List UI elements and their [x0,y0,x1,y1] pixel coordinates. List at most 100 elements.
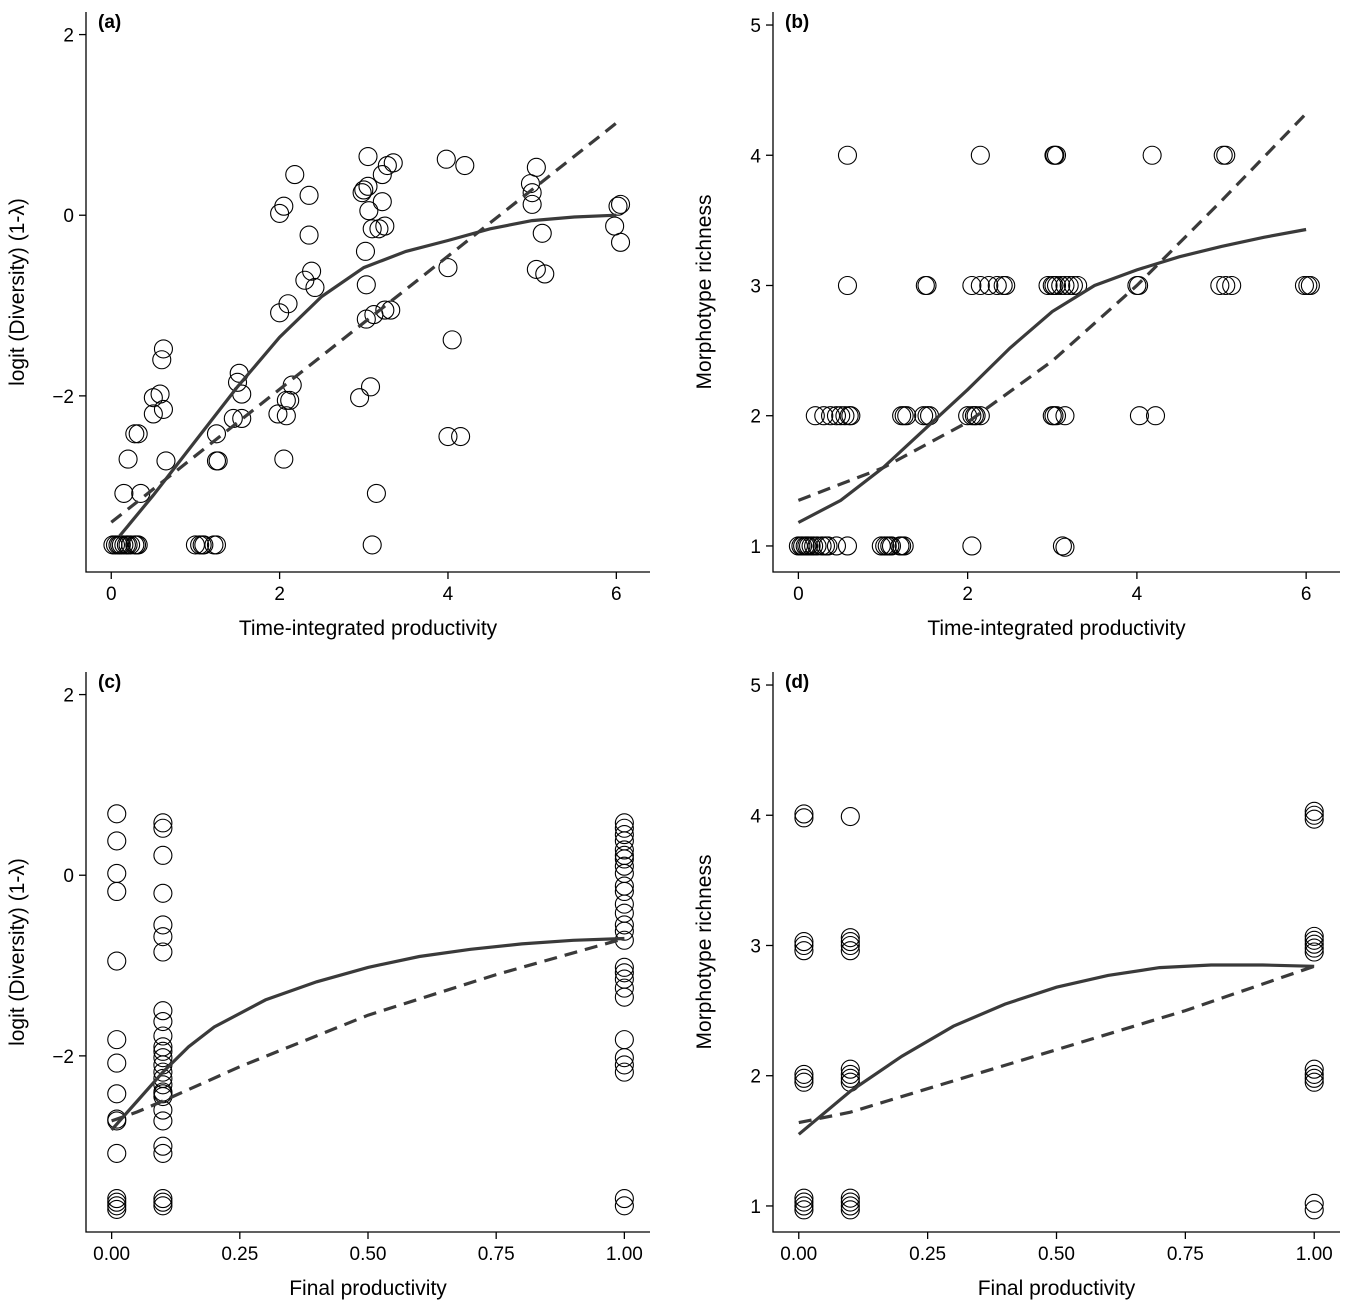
y-tick-label: 0 [63,866,74,887]
data-point [614,1030,634,1050]
data-point [794,1192,814,1212]
data-point [383,153,403,173]
data-point [614,957,634,977]
x-tick-label: 1.00 [606,1244,643,1265]
data-point [1051,275,1071,296]
data-point [818,536,838,556]
data-point [1052,536,1072,556]
data-point [614,849,634,869]
data-point [1304,926,1324,946]
data-point [362,219,382,239]
data-point [614,813,634,833]
x-axis-title: Final productivity [289,1277,447,1300]
data-point [1045,145,1065,165]
x-tick-label: 0.50 [350,1244,387,1265]
data-point [270,203,290,223]
data-point [614,825,634,845]
data-point [532,223,552,243]
data-point [153,915,173,935]
x-tick-label: 0.75 [1167,1244,1204,1265]
data-point [302,261,322,281]
data-point [153,883,173,903]
data-point [1222,275,1242,296]
data-point [274,449,294,469]
data-point [1304,1068,1324,1088]
panel-label: (a) [98,12,121,33]
data-point [1304,942,1324,962]
data-point [814,406,834,426]
x-axis-title: Time-integrated productivity [239,617,498,640]
solid-fit-line [118,213,617,537]
solid-fit-line [797,227,1307,524]
data-point [208,451,228,471]
data-point [299,225,319,245]
data-point [1304,801,1324,821]
solid-fit-line [110,936,625,1131]
data-point [1304,1193,1324,1213]
axis-lines [772,12,1340,573]
data-point [1210,275,1230,296]
y-tick-label: 2 [63,26,74,47]
data-point [107,1199,127,1219]
data-point [840,1196,860,1216]
data-point [837,536,858,556]
data-point [794,1196,814,1216]
data-point [362,535,382,555]
data-point [1046,406,1067,426]
data-point [360,377,381,397]
data-point [107,1111,127,1131]
axis-lines [85,672,650,1233]
data-point [917,275,937,296]
data-point [153,1196,173,1216]
data-point [121,535,141,555]
data-point [1046,275,1067,296]
data-point [614,818,634,838]
dashed-fit-line [798,964,1315,1125]
data-point [438,258,458,278]
panel-label: (c) [98,672,121,693]
data-point [962,536,982,556]
axis-lines [772,672,1340,1233]
data-point [1216,275,1236,296]
data-point [372,165,392,185]
y-tick-label: 1 [750,1197,761,1218]
data-point [1129,275,1149,296]
x-tick-label: 0.00 [93,1244,130,1265]
data-point [1304,934,1324,954]
data-point [358,176,378,196]
data-point [1304,1200,1324,1220]
data-point [1300,275,1320,296]
data-point [807,536,827,556]
data-point [522,183,542,203]
data-point [153,927,173,947]
y-tick-label: 1 [750,537,761,558]
data-point [268,404,288,424]
x-tick-label: 0.25 [909,1244,946,1265]
x-axis-title: Time-integrated productivity [927,617,1186,640]
data-point [285,165,305,185]
y-axis-title: Morphotype richness [693,855,716,1050]
data-point [1129,406,1149,426]
data-point [840,1068,860,1088]
data-point [107,881,127,902]
data-point [1055,406,1075,426]
data-point [970,145,990,165]
data-point [1063,275,1083,296]
data-point [153,339,173,359]
data-point [812,536,832,556]
data-point [118,449,138,469]
data-point [871,536,891,556]
data-point [614,881,634,902]
data-point [436,149,456,169]
data-point [1304,1072,1324,1092]
data-point [358,146,378,167]
data-point [805,406,825,426]
data-point [614,1055,634,1075]
data-point [894,536,914,556]
data-point [356,275,376,295]
y-tick-label: 5 [750,676,761,697]
data-point [153,1011,173,1032]
dashed-fit-line [797,112,1308,502]
solid-fit-line [797,963,1315,1136]
data-point [107,1143,127,1163]
